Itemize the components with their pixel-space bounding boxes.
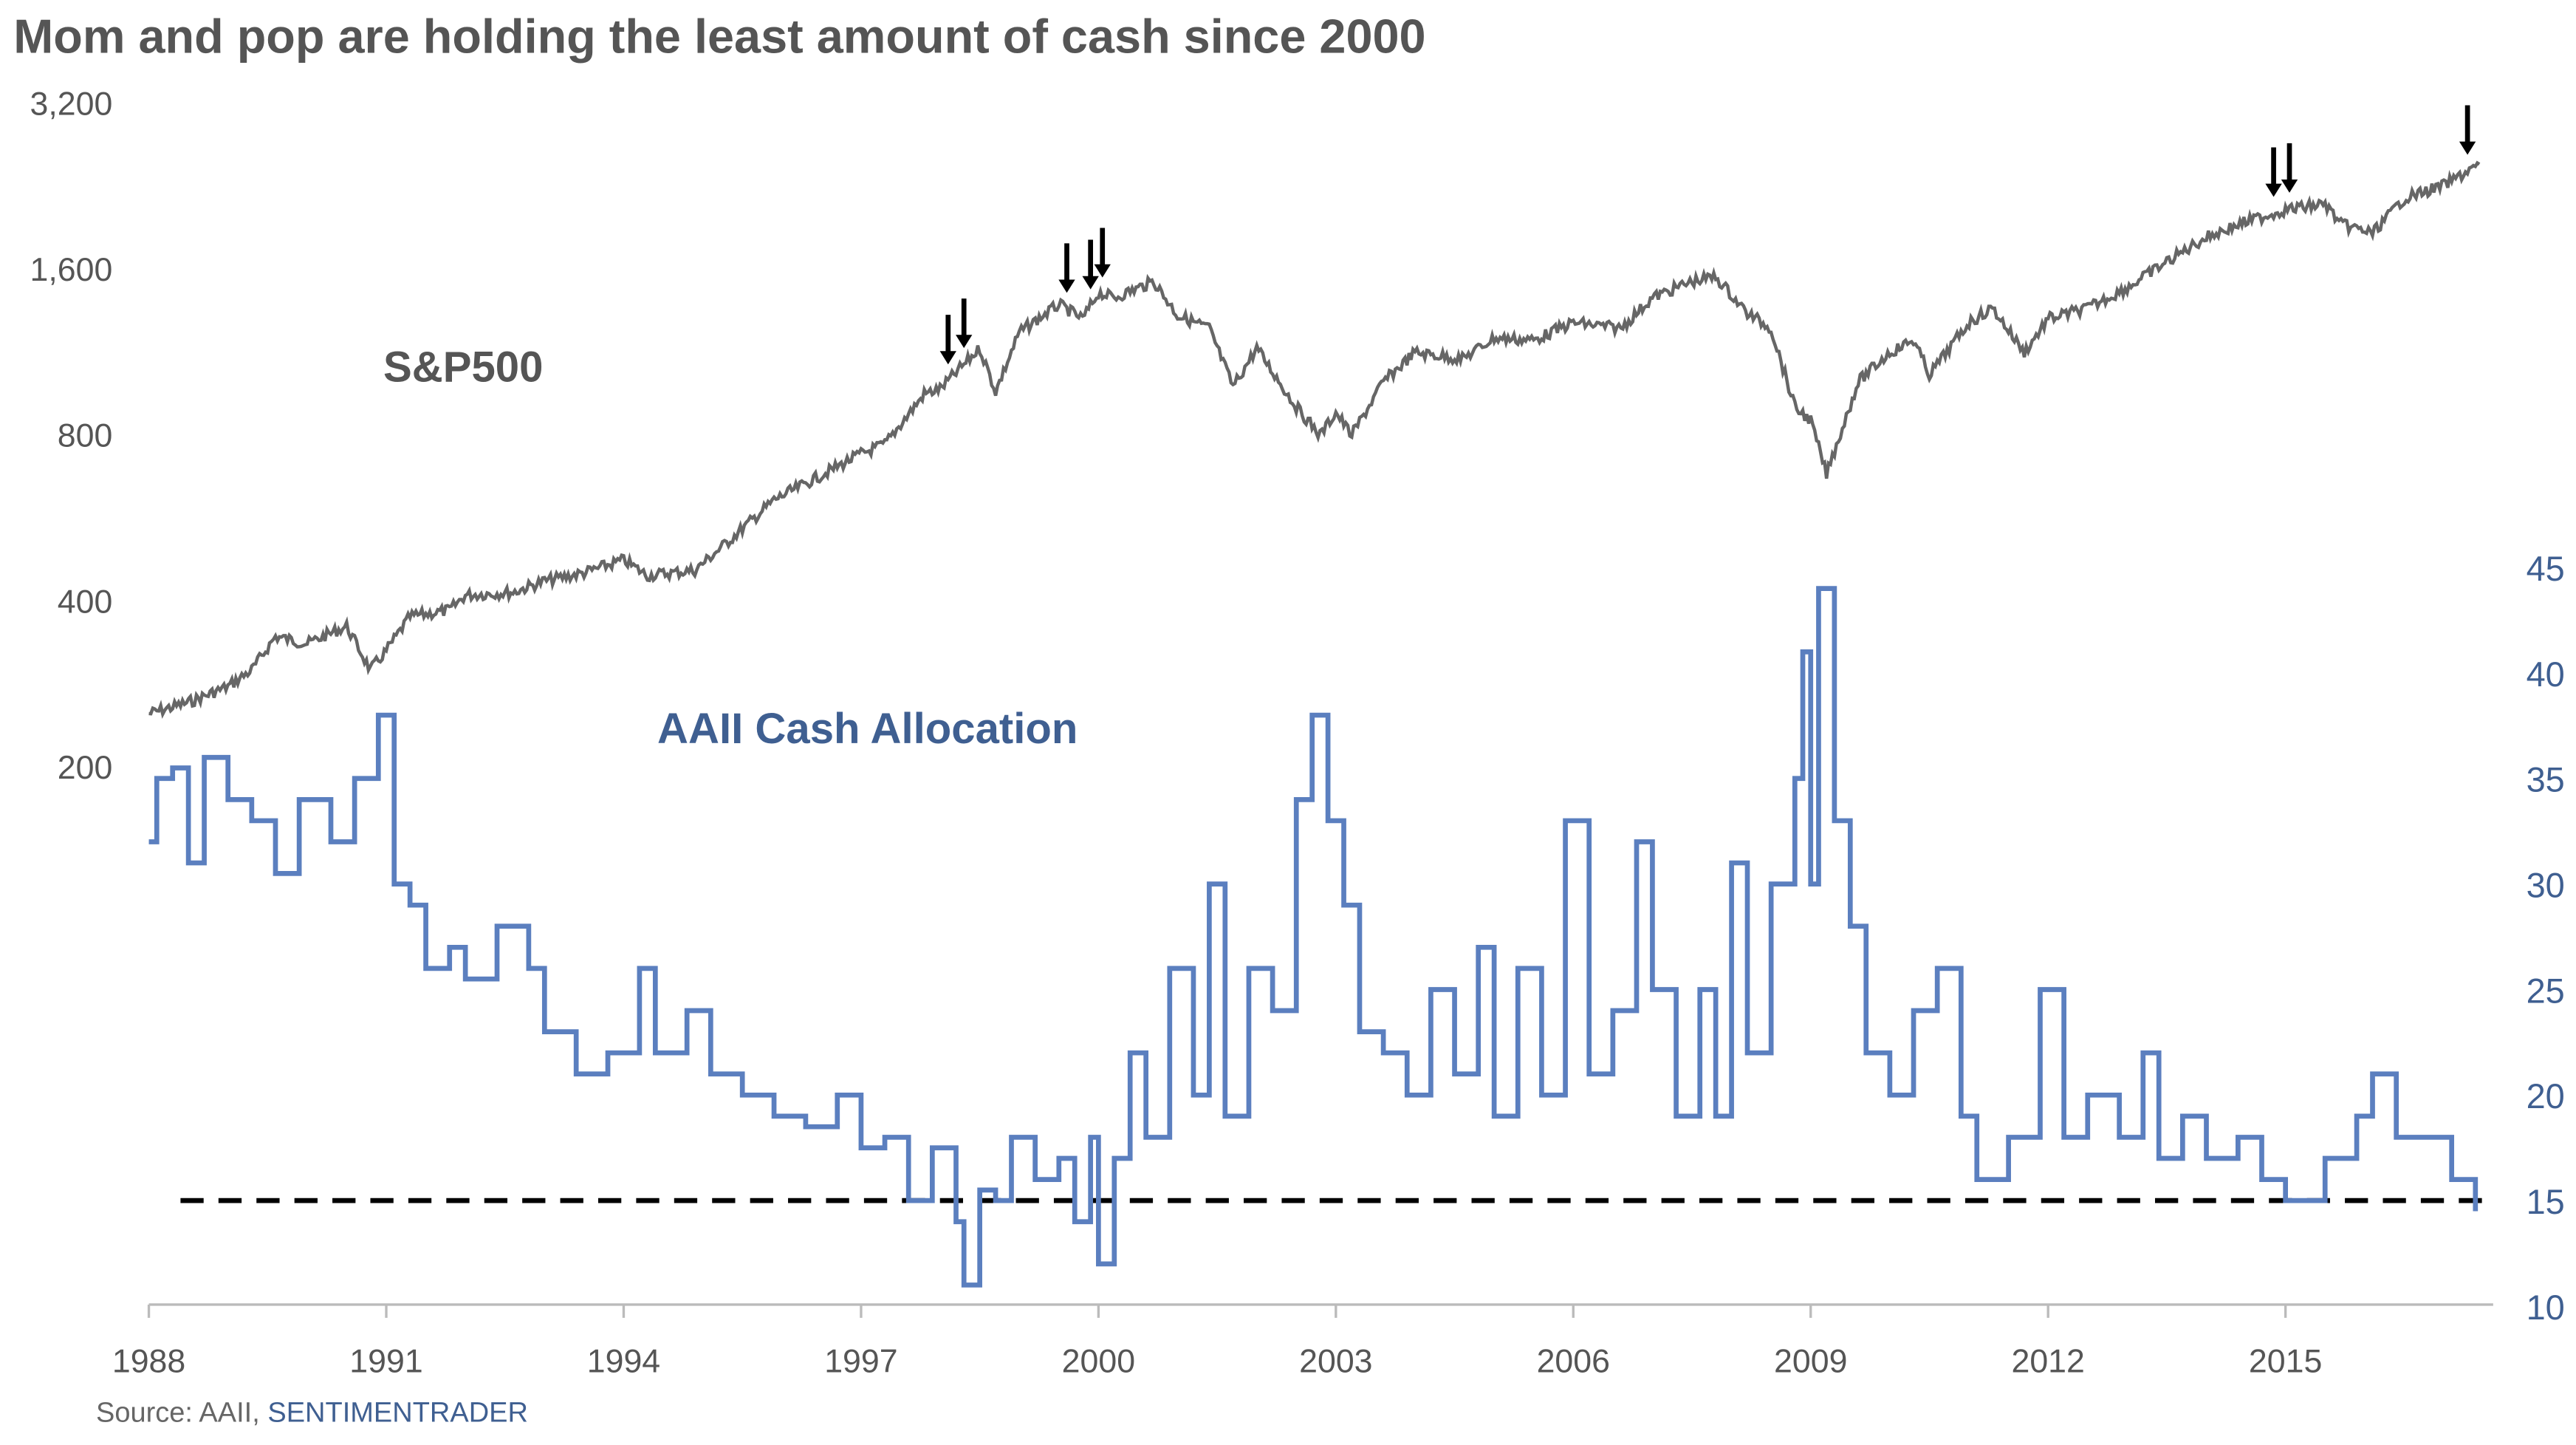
x-tick-label: 1994 xyxy=(587,1344,660,1380)
x-tick-label: 2012 xyxy=(2011,1344,2084,1380)
sp500-label: S&P500 xyxy=(383,343,543,391)
x-axis: 1988 1991 1994 1997 2000 2003 2006 2009 2012 2015 xyxy=(112,1304,2322,1380)
sell-signal-arrow-icon xyxy=(956,298,973,349)
arrow-head xyxy=(2265,183,2282,197)
aaii-label: AAII Cash Allocation xyxy=(657,705,1078,753)
sell-signal-arrow-icon xyxy=(939,315,956,365)
chart-title: Mom and pop are holding the least amount… xyxy=(13,10,1425,64)
sell-signal-arrow-icon xyxy=(1082,239,1099,290)
x-tick-label: 2000 xyxy=(1062,1344,1135,1380)
left-tick-label: 800 xyxy=(58,418,113,454)
right-tick-label: 45 xyxy=(2527,550,2565,588)
sell-signal-arrow-icon xyxy=(1058,243,1075,293)
right-tick-label: 20 xyxy=(2527,1077,2565,1116)
left-tick-label: 3,200 xyxy=(30,86,113,122)
arrow-head xyxy=(1094,264,1111,278)
arrow-head xyxy=(1058,279,1075,293)
sp500-line xyxy=(148,160,2481,719)
arrow-head xyxy=(1082,276,1099,290)
aaii-cash-line xyxy=(148,586,2479,1288)
right-tick-label: 35 xyxy=(2527,761,2565,799)
x-tick-label: 2015 xyxy=(2249,1344,2322,1380)
left-tick-label: 1,600 xyxy=(30,252,113,288)
left-tick-label: 400 xyxy=(58,584,113,620)
source-note: Source: AAII, SENTIMENTRADER xyxy=(96,1398,528,1429)
sell-signal-arrow-icon xyxy=(2281,143,2298,193)
right-tick-label: 40 xyxy=(2527,655,2565,694)
right-axis: 45 40 35 30 25 20 15 10 xyxy=(2527,550,2565,1327)
left-axis: 3,200 1,600 800 400 200 xyxy=(30,86,113,786)
sell-signal-arrow-icon xyxy=(2265,147,2282,197)
arrow-head xyxy=(2281,180,2298,193)
x-tick-label: 1991 xyxy=(349,1344,422,1380)
right-tick-label: 30 xyxy=(2527,867,2565,905)
arrow-head xyxy=(2459,141,2476,155)
source-prefix: Source: AAII, xyxy=(96,1398,267,1429)
source-brand: SENTIMENTRADER xyxy=(267,1398,528,1429)
arrow-head xyxy=(956,335,973,349)
sell-signal-arrow-icon xyxy=(1094,228,1111,278)
left-tick-label: 200 xyxy=(58,750,113,786)
x-tick-label: 1988 xyxy=(112,1344,185,1380)
plot-area xyxy=(148,105,2497,1288)
arrow-head xyxy=(939,351,956,365)
right-tick-label: 10 xyxy=(2527,1288,2565,1327)
right-tick-label: 25 xyxy=(2527,971,2565,1010)
x-tick-label: 2009 xyxy=(1774,1344,1847,1380)
x-tick-label: 2003 xyxy=(1299,1344,1372,1380)
right-tick-label: 15 xyxy=(2527,1183,2565,1221)
x-tick-label: 2006 xyxy=(1537,1344,1610,1380)
sell-signal-arrow-icon xyxy=(2459,105,2476,155)
x-tick-label: 1997 xyxy=(824,1344,897,1380)
